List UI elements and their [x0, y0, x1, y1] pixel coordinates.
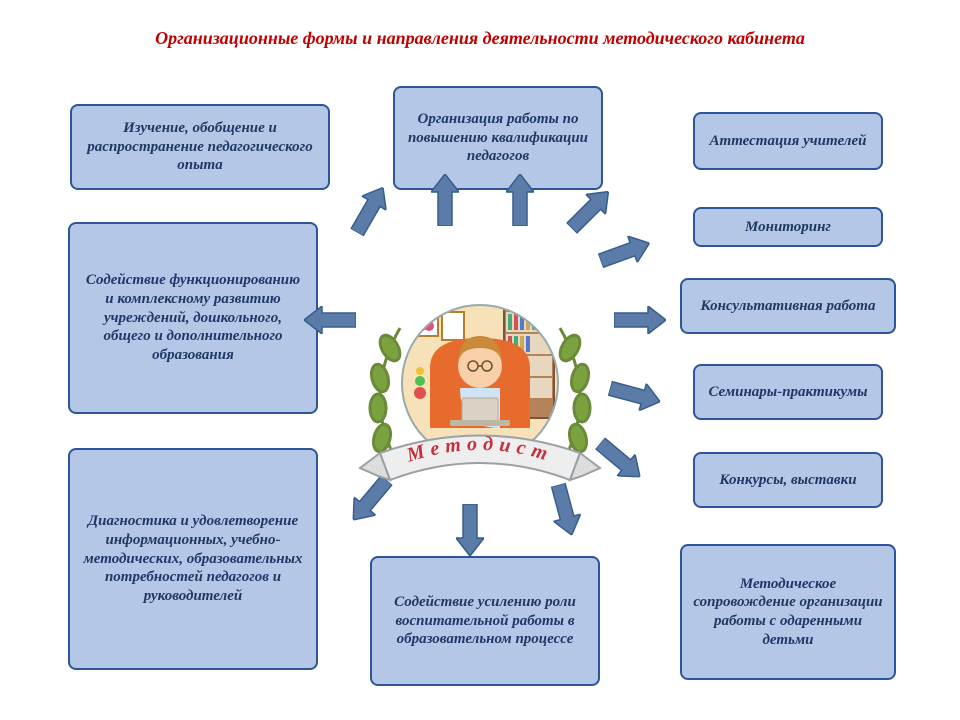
box-b10: Диагностика и удовлетворение информацион…	[68, 448, 318, 670]
box-b5: Консультативная работа	[680, 278, 896, 334]
box-b8: Методическое сопровождение организации р…	[680, 544, 896, 680]
arrow-a2	[431, 174, 459, 226]
center-emblem: Методист	[350, 268, 610, 528]
box-b6: Семинары-практикумы	[693, 364, 883, 420]
arrow-a1	[345, 180, 395, 239]
box-b1: Изучение, обобщение и распространение пе…	[70, 104, 330, 190]
arrow-a3	[506, 174, 534, 226]
arrow-a4	[562, 182, 619, 239]
arrow-a7	[606, 375, 663, 416]
page-title: Организационные формы и направления деят…	[0, 28, 960, 49]
box-b4: Мониторинг	[693, 207, 883, 247]
box-b2: Организация работы по повышению квалифик…	[393, 86, 603, 190]
box-b7: Конкурсы, выставки	[693, 452, 883, 508]
box-b11: Содействие функционированию и комплексно…	[68, 222, 318, 414]
arrow-a12	[304, 306, 356, 334]
box-b3: Аттестация учителей	[693, 112, 883, 170]
arrow-a6	[614, 306, 666, 334]
box-b9: Содействие усилению роли воспитательной …	[370, 556, 600, 686]
